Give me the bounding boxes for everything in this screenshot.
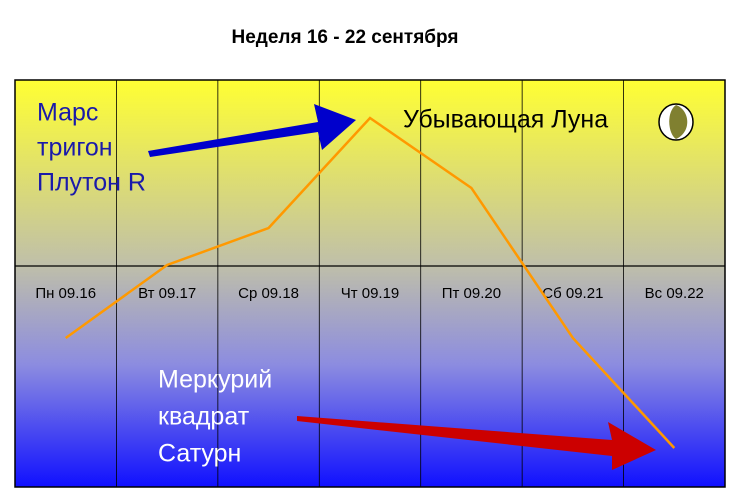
x-tick-label: Пт 09.20 bbox=[442, 285, 501, 302]
annotation: Марс bbox=[37, 99, 98, 127]
annotation: квадрат bbox=[158, 403, 250, 431]
data-line bbox=[64, 116, 676, 449]
moon-shadow bbox=[669, 105, 688, 139]
arrow-blue bbox=[148, 104, 356, 157]
x-tick-label: Пн 09.16 bbox=[35, 285, 96, 302]
annotation: тригон bbox=[37, 134, 113, 162]
annotation: Убывающая Луна bbox=[403, 106, 608, 134]
x-tick-label: Чт 09.19 bbox=[341, 285, 400, 302]
x-tick-label: Сб 09.21 bbox=[542, 285, 603, 302]
x-tick-label: Вс 09.22 bbox=[645, 285, 704, 302]
chart-title: Неделя 16 - 22 сентября bbox=[232, 27, 459, 48]
x-tick-label: Вт 09.17 bbox=[138, 285, 196, 302]
annotation: Плутон R bbox=[37, 169, 146, 197]
x-tick-label: Ср 09.18 bbox=[238, 285, 299, 302]
annotation: Сатурн bbox=[158, 440, 241, 468]
plot-area bbox=[14, 79, 726, 488]
arrow-red bbox=[297, 416, 656, 470]
annotation: Меркурий bbox=[158, 366, 272, 394]
